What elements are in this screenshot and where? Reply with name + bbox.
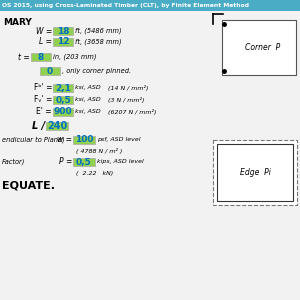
Bar bbox=[40, 67, 60, 75]
Text: Fᵇ' =: Fᵇ' = bbox=[34, 83, 52, 92]
Bar bbox=[31, 53, 51, 61]
Text: endicular to Plane): endicular to Plane) bbox=[2, 137, 65, 143]
Text: ft, (5486 mm): ft, (5486 mm) bbox=[75, 28, 122, 34]
Text: (14 N / mm²): (14 N / mm²) bbox=[108, 85, 148, 91]
Text: ft, (3658 mm): ft, (3658 mm) bbox=[75, 39, 122, 45]
Text: P =: P = bbox=[58, 158, 72, 166]
Text: in, (203 mm): in, (203 mm) bbox=[53, 54, 97, 60]
Text: MARY: MARY bbox=[3, 18, 32, 27]
Text: w =: w = bbox=[57, 136, 72, 145]
Text: (3 N / mm²): (3 N / mm²) bbox=[108, 97, 145, 103]
Bar bbox=[53, 108, 73, 116]
Text: 0,5: 0,5 bbox=[76, 158, 92, 166]
Text: (6207 N / mm²): (6207 N / mm²) bbox=[108, 109, 157, 115]
Text: L /: L / bbox=[32, 121, 45, 131]
Text: ( 4788 N / m² ): ( 4788 N / m² ) bbox=[76, 148, 122, 154]
Text: ksi, ASD: ksi, ASD bbox=[75, 85, 101, 91]
Text: Fᵥ' =: Fᵥ' = bbox=[34, 95, 52, 104]
Bar bbox=[53, 84, 73, 92]
Bar bbox=[46, 122, 68, 130]
Text: t =: t = bbox=[18, 52, 30, 62]
Text: L =: L = bbox=[39, 38, 52, 46]
Text: ksi, ASD: ksi, ASD bbox=[75, 98, 101, 103]
Text: ksi, ASD: ksi, ASD bbox=[75, 110, 101, 115]
Text: kips, ASD level: kips, ASD level bbox=[97, 160, 144, 164]
Bar bbox=[213, 140, 297, 205]
Bar bbox=[53, 96, 73, 104]
Text: 900: 900 bbox=[54, 107, 72, 116]
Text: , only corner pinned.: , only corner pinned. bbox=[62, 68, 131, 74]
Text: 100: 100 bbox=[75, 136, 93, 145]
Text: 0,5: 0,5 bbox=[55, 95, 71, 104]
Text: E' =: E' = bbox=[36, 107, 52, 116]
Bar bbox=[217, 144, 293, 201]
Text: 18: 18 bbox=[57, 26, 69, 35]
Text: (  2.22   kN): ( 2.22 kN) bbox=[76, 170, 113, 175]
Text: 8: 8 bbox=[38, 52, 44, 62]
Text: psf, ASD level: psf, ASD level bbox=[97, 137, 140, 142]
Text: W =: W = bbox=[36, 26, 52, 35]
Text: Edge  Pi: Edge Pi bbox=[240, 168, 270, 177]
Bar bbox=[0, 0, 300, 11]
Bar bbox=[53, 27, 73, 35]
Text: Corner  P: Corner P bbox=[245, 43, 280, 52]
Text: OS 2015, using Cross-Laminated Timber (CLT), by Finite Element Method: OS 2015, using Cross-Laminated Timber (C… bbox=[2, 3, 249, 8]
Bar bbox=[73, 136, 95, 144]
Text: Factor): Factor) bbox=[2, 159, 26, 165]
Bar bbox=[222, 20, 296, 75]
Text: 0: 0 bbox=[47, 67, 53, 76]
Text: 240: 240 bbox=[47, 121, 67, 131]
Bar bbox=[73, 158, 95, 166]
Bar bbox=[53, 38, 73, 46]
Text: 2,1: 2,1 bbox=[55, 83, 71, 92]
Text: 12: 12 bbox=[57, 38, 69, 46]
Text: EQUATE.: EQUATE. bbox=[2, 180, 55, 190]
